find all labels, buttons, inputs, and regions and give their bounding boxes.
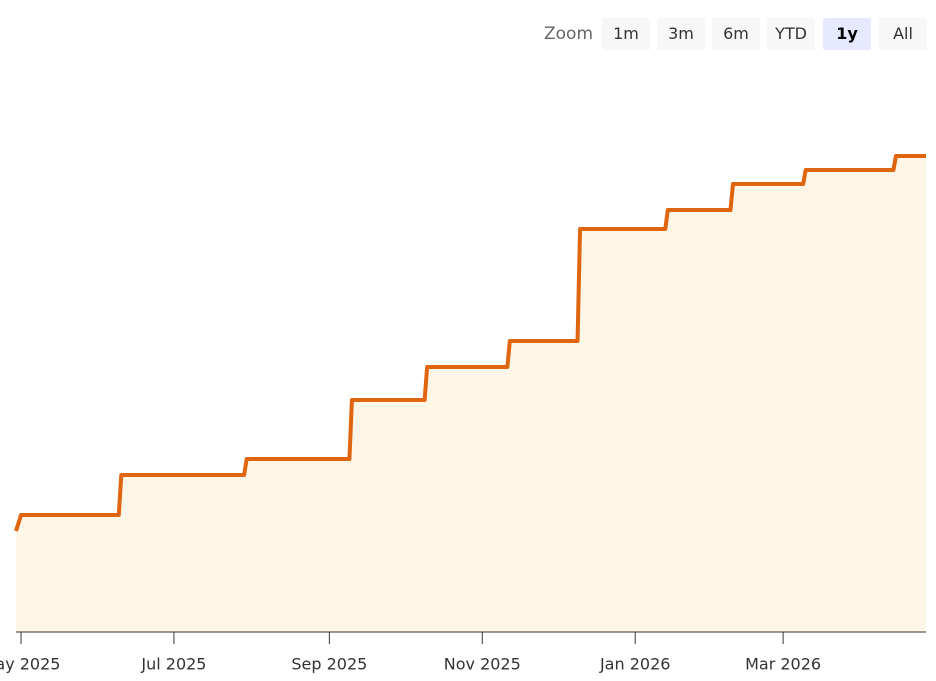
zoom-label: Zoom	[544, 24, 594, 44]
zoom-button[interactable]: 6m	[712, 18, 760, 50]
line	[14, 154, 926, 532]
x-tick-label: Nov 2025	[444, 655, 521, 674]
x-tick-label: Jan 2026	[599, 655, 670, 674]
zoom-button[interactable]: 1m	[602, 18, 650, 50]
zoom-button[interactable]: 3m	[657, 18, 705, 50]
zoom-button[interactable]: YTD	[767, 18, 815, 50]
area	[16, 156, 926, 632]
zoom-button[interactable]: 1y	[823, 18, 871, 50]
x-tick-label: Mar 2026	[745, 655, 821, 674]
x-tick-label: Sep 2025	[291, 655, 367, 674]
x-tick-label: May 2025	[0, 655, 60, 674]
x-tick-label: Jul 2025	[140, 655, 206, 674]
zoom-button[interactable]: All	[879, 18, 927, 50]
